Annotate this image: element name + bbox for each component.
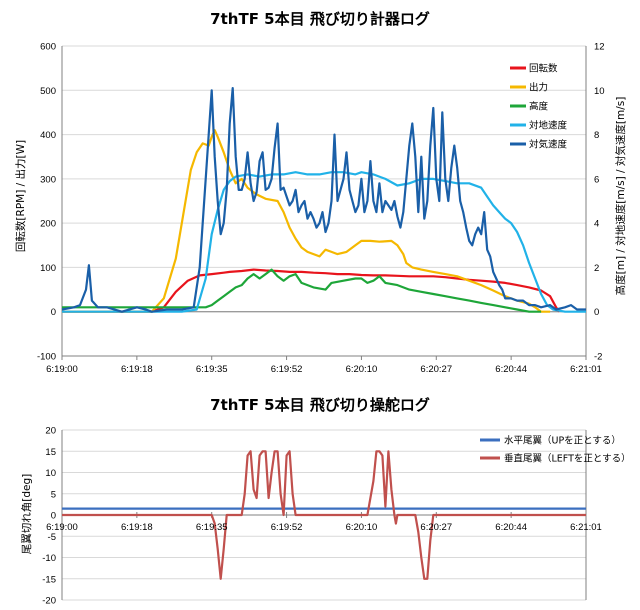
chart2-y-tick-label: -20 bbox=[42, 596, 56, 607]
chart2-y-tick-label: 10 bbox=[45, 468, 56, 479]
chart1-x-tick-label: 6:19:35 bbox=[196, 364, 228, 375]
chart1-right-tick-label: 6 bbox=[594, 174, 599, 185]
chart2-x-tick-label: 6:19:52 bbox=[271, 522, 303, 533]
chart2-legend-label: 垂直尾翼（LEFTを正とする） bbox=[504, 453, 631, 465]
chart1-series-line-0 bbox=[62, 268, 561, 313]
chart1-x-tick-label: 6:21:01 bbox=[570, 364, 602, 375]
chart1-left-tick-label: 600 bbox=[40, 42, 56, 53]
chart2-y-tick-label: 15 bbox=[45, 447, 56, 458]
chart1-left-tick-label: 0 bbox=[51, 307, 56, 318]
chart1-title: 7thTF 5本目 飛び切り計器ログ bbox=[210, 10, 430, 28]
chart1-x-tick-label: 6:19:18 bbox=[121, 364, 153, 375]
chart1-x-tick-label: 6:19:00 bbox=[46, 364, 78, 375]
chart1-right-tick-label: 0 bbox=[594, 307, 599, 318]
chart2-y-tick-label: 0 bbox=[51, 511, 56, 522]
chart1-left-tick-label: 400 bbox=[40, 130, 56, 141]
chart1-legend-label: 出力 bbox=[529, 82, 548, 94]
chart2-x-tick-label: 6:20:27 bbox=[420, 522, 452, 533]
chart2-series-line-1 bbox=[62, 450, 586, 580]
chart1-legend-label: 高度 bbox=[529, 101, 549, 113]
chart2-y-tick-label: 5 bbox=[51, 489, 56, 500]
chart2-legend: 水平尾翼（UPを正とする） 垂直尾翼（LEFTを正とする） bbox=[480, 435, 631, 465]
chart2-y-tick-label: -15 bbox=[42, 574, 56, 585]
chart2-title: 7thTF 5本目 飛び切り操舵ログ bbox=[210, 396, 430, 414]
chart1-series-line-1 bbox=[62, 129, 551, 313]
chart1-left-tick-label: 500 bbox=[40, 86, 56, 97]
chart1-left-tick-label: 200 bbox=[40, 219, 56, 230]
chart1-left-tick-label: -100 bbox=[37, 352, 56, 363]
chart2-x-tick-label: 6:21:01 bbox=[570, 522, 602, 533]
chart2-y-tick-label: -5 bbox=[48, 532, 56, 543]
chart1-series-line-3 bbox=[62, 171, 586, 313]
chart2-x-tick-label: 6:19:00 bbox=[46, 522, 78, 533]
chart2-x-tick-label: 6:20:10 bbox=[346, 522, 378, 533]
chart1-right-tick-label: 2 bbox=[594, 263, 599, 274]
chart2-legend-label: 水平尾翼（UPを正とする） bbox=[504, 435, 621, 447]
chart1-right-tick-label: 4 bbox=[594, 219, 599, 230]
chart2-x-tick-label: 6:19:35 bbox=[196, 522, 228, 533]
chart1-right-axis-label: 高度[m] / 対地速度[m/s] / 対気速度[m/s] bbox=[614, 97, 627, 296]
chart1-x-tick-label: 6:20:44 bbox=[495, 364, 527, 375]
chart2-axis-label: 尾翼切れ角[deg] bbox=[21, 474, 33, 554]
chart1-left-axis-label: 回転数[RPM] / 出力[W] bbox=[14, 140, 27, 252]
chart1-legend-label: 対地速度 bbox=[529, 120, 568, 132]
chart1-legend-label: 回転数 bbox=[529, 63, 558, 75]
chart1-right-tick-label: 10 bbox=[594, 86, 605, 97]
chart1-x-tick-label: 6:20:10 bbox=[346, 364, 378, 375]
chart1-right-tick-label: 8 bbox=[594, 130, 599, 141]
chart1-legend-label: 対気速度 bbox=[529, 139, 568, 151]
chart2-y-tick-label: -10 bbox=[42, 553, 56, 564]
control-surface-log-chart: 7thTF 5本目 飛び切り操舵ログ 20 15 10 5 0 -5 -10 -15 -20 6:… bbox=[21, 396, 631, 607]
chart1-right-tick-label: 12 bbox=[594, 42, 605, 53]
chart1-x-tick-label: 6:19:52 bbox=[271, 364, 303, 375]
chart1-series-line-2 bbox=[62, 268, 542, 313]
chart1-left-tick-label: 300 bbox=[40, 174, 56, 185]
chart2-y-tick-label: 20 bbox=[45, 426, 56, 437]
chart1-series-line-4 bbox=[61, 87, 586, 313]
chart2-x-tick-label: 6:20:44 bbox=[495, 522, 527, 533]
chart1-x-tick-label: 6:20:27 bbox=[420, 364, 452, 375]
chart2-x-tick-label: 6:19:18 bbox=[121, 522, 153, 533]
chart1-left-tick-label: 100 bbox=[40, 263, 56, 274]
instrument-log-chart: 7thTF 5本目 飛び切り計器ログ -10001002003004005006… bbox=[14, 10, 627, 375]
chart1-right-tick-label: -2 bbox=[594, 352, 602, 363]
